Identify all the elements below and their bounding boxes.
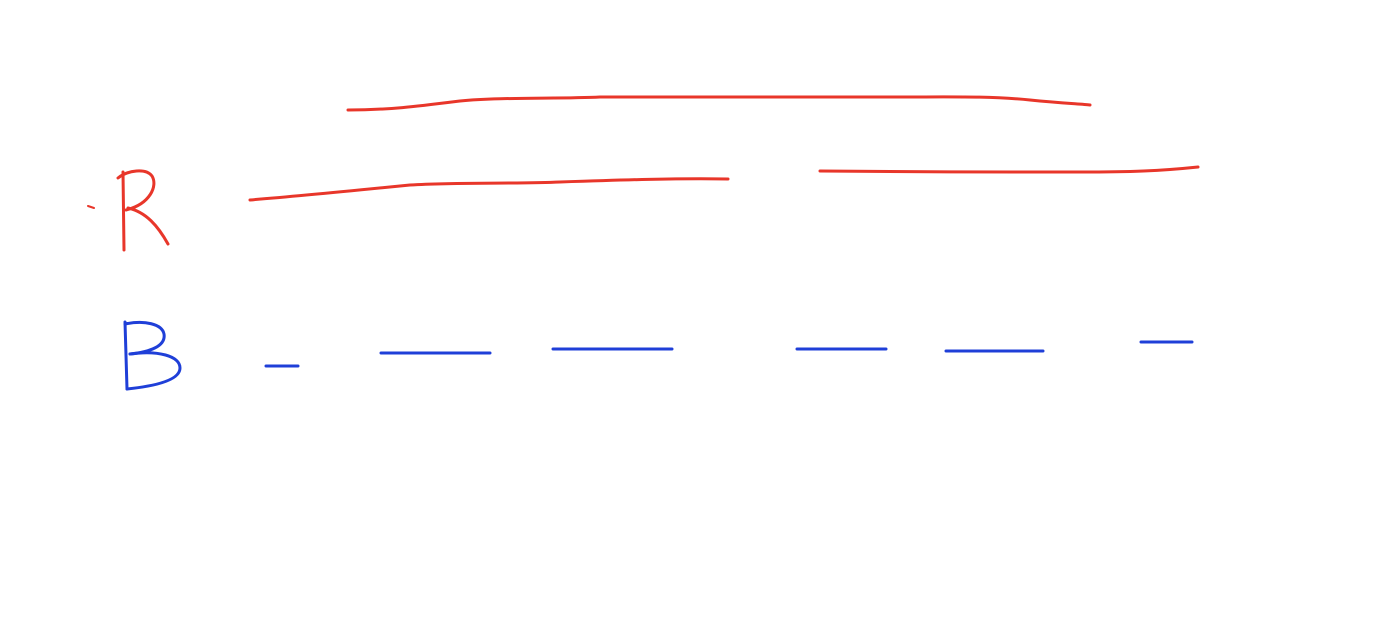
red-row: R <box>87 95 1200 252</box>
label-b: B <box>123 320 182 391</box>
label-r-stem <box>121 170 126 252</box>
label-b-upper-bowl <box>123 320 166 356</box>
label-b-lower-bowl <box>125 351 182 391</box>
label-r-bowl <box>116 169 156 212</box>
label-b-text: B <box>124 379 125 381</box>
red-line-upper <box>346 95 1092 112</box>
label-r: R <box>87 169 170 252</box>
red-line-lower-right <box>818 165 1200 174</box>
label-r-leg <box>126 206 170 246</box>
blue-row: B <box>123 320 1194 391</box>
label-r-text: R <box>120 239 121 241</box>
red-line-lower-left <box>248 177 730 202</box>
label-b-stem <box>123 320 129 391</box>
label-r-dot <box>87 205 95 209</box>
